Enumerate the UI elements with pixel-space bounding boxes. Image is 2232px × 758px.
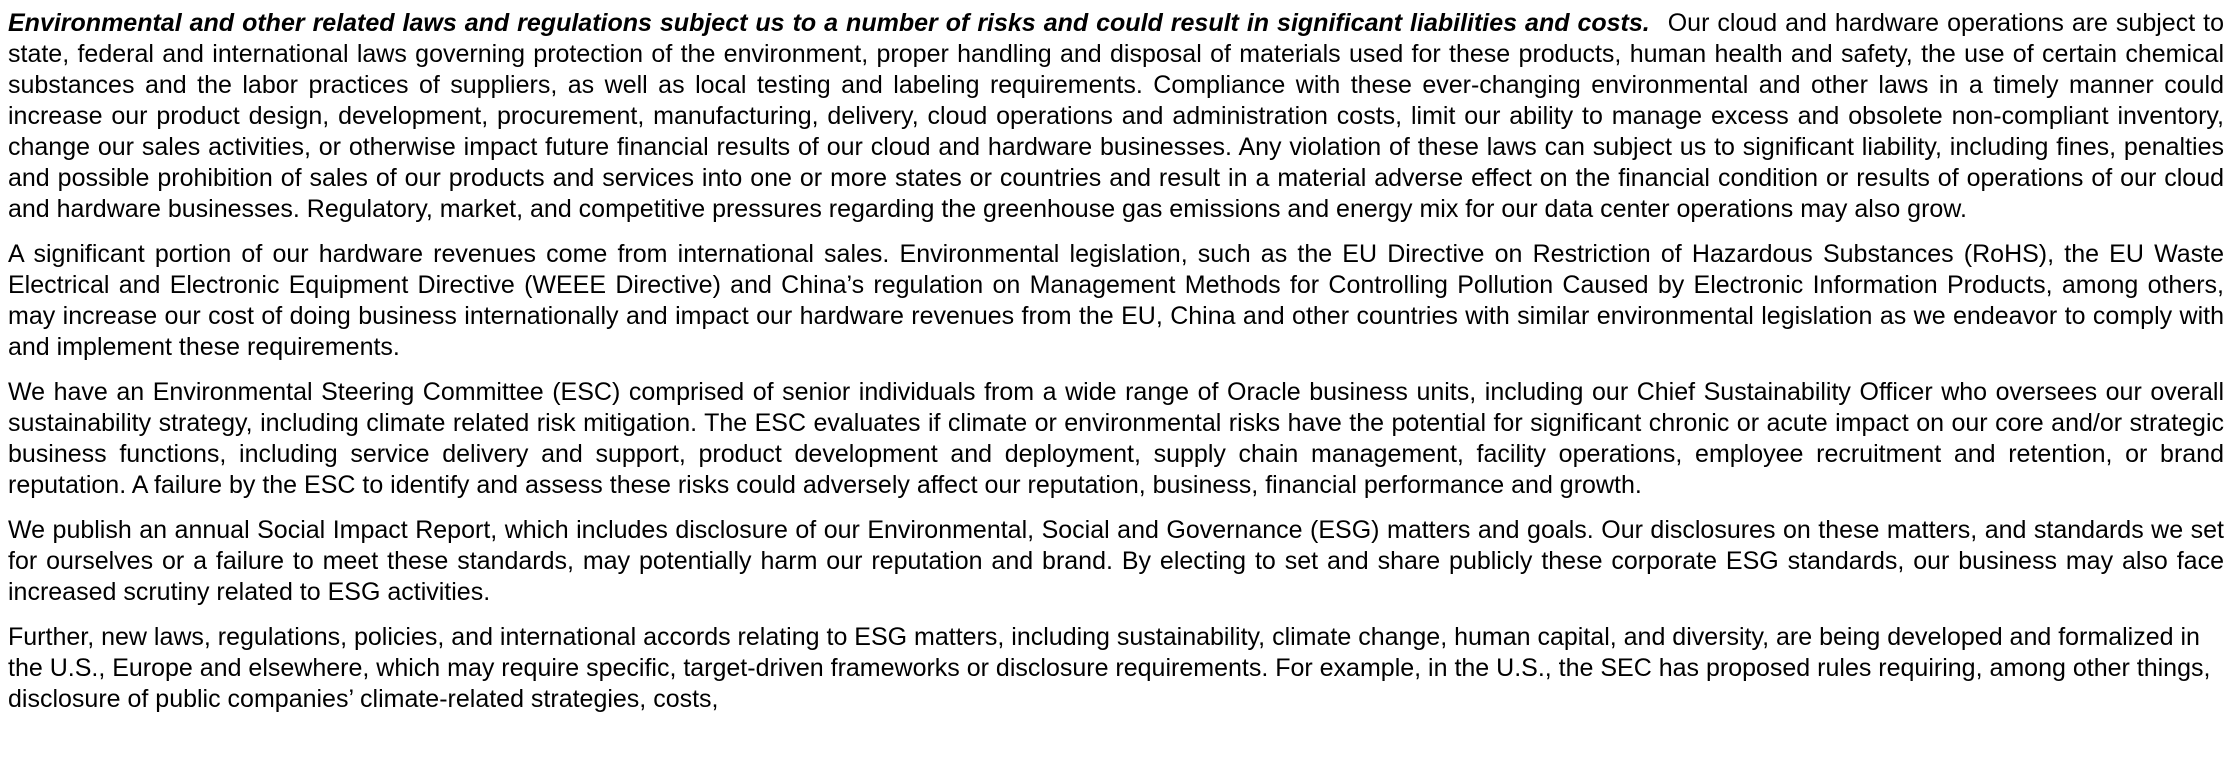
paragraph-steering-committee: We have an Environmental Steering Commit… (8, 378, 2224, 499)
paragraph-social-impact-report: We publish an annual Social Impact Repor… (8, 516, 2224, 606)
section-heading: Environmental and other related laws and… (8, 9, 1650, 37)
paragraph-text: Our cloud and hardware operations are su… (8, 9, 2224, 223)
paragraph-international-sales: A significant portion of our hardware re… (8, 240, 2224, 361)
paragraph-environmental-laws: Environmental and other related laws and… (8, 8, 2224, 225)
paragraph-esg-regulations: Further, new laws, regulations, policies… (8, 623, 2211, 713)
